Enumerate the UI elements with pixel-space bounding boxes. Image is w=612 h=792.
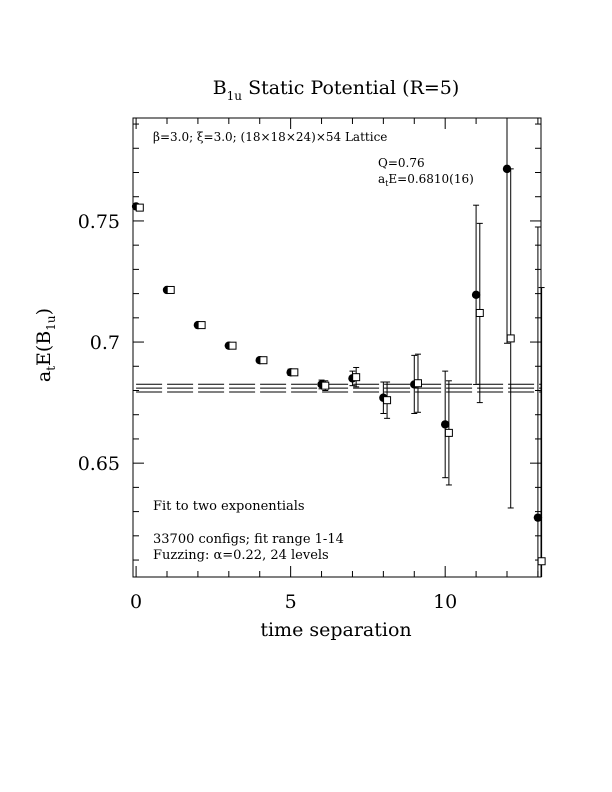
fit-band xyxy=(136,383,541,393)
x-tick-label: 10 xyxy=(433,591,457,613)
data-point-circle xyxy=(533,513,543,522)
data-point-square xyxy=(352,373,361,382)
data-points xyxy=(131,118,546,577)
y-tick-label: 0.75 xyxy=(78,211,120,233)
lattice-annotation: β=3.0; ξ=3.0; (18×18×24)×54 Lattice xyxy=(153,130,387,144)
data-point-square xyxy=(166,285,175,294)
x-tick-label: 0 xyxy=(130,591,142,613)
data-point-circle xyxy=(471,290,481,300)
data-point-circle xyxy=(440,420,450,429)
data-point-square xyxy=(537,557,546,566)
data-point-square xyxy=(444,428,453,437)
data-point-square xyxy=(383,396,392,405)
plot-frame xyxy=(132,117,542,578)
title-subscript: 1u xyxy=(227,89,243,103)
q-annotation: Q=0.76 xyxy=(378,156,425,170)
data-point-square xyxy=(135,203,144,212)
data-point-square xyxy=(228,341,237,350)
x-tick-label: 5 xyxy=(285,591,297,613)
data-point-square xyxy=(413,379,422,388)
fuzzing-annotation: Fuzzing: α=0.22, 24 levels xyxy=(153,548,329,563)
data-point-square xyxy=(290,368,299,377)
tick-labels: 0 5 10 0.65 0.7 0.75 xyxy=(78,211,458,613)
data-point-square xyxy=(259,356,268,365)
data-point-square xyxy=(506,334,515,343)
y-tick-label: 0.7 xyxy=(90,332,120,354)
data-point-circle xyxy=(502,164,512,174)
y-axis-label: atE(B1u) xyxy=(33,308,58,382)
data-point-square xyxy=(475,308,484,317)
x-axis-label: time separation xyxy=(260,619,411,641)
configs-annotation: 33700 configs; fit range 1-14 xyxy=(153,532,344,547)
y-tick-label: 0.65 xyxy=(78,453,120,475)
chart-title: B1u Static Potential (R=5) xyxy=(213,77,460,103)
data-point-square xyxy=(197,321,206,330)
fit-type-annotation: Fit to two exponentials xyxy=(153,499,305,514)
fit-value-annotation: atE=0.6810(16) xyxy=(378,172,474,188)
data-point-square xyxy=(321,381,330,390)
